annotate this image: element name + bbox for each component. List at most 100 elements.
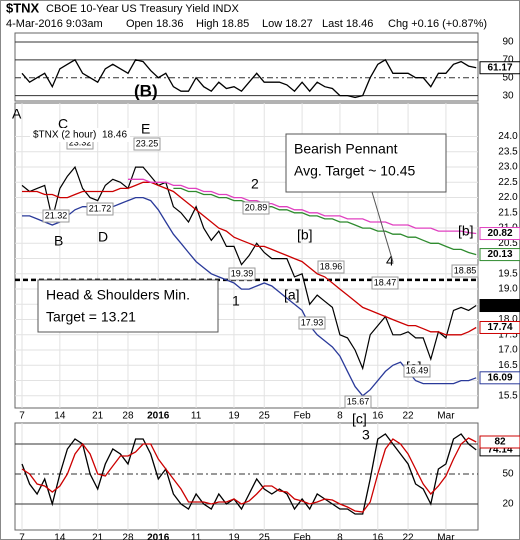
price-label-box xyxy=(317,260,345,274)
price-label: 21.72 xyxy=(89,203,112,213)
panel xyxy=(14,32,479,102)
end-label: 82 xyxy=(494,437,506,448)
y-tick-label: 20.5 xyxy=(498,238,518,249)
x-tick-label: 25 xyxy=(259,533,271,540)
end-label-box xyxy=(479,248,520,262)
price-label: 19.39 xyxy=(231,268,254,278)
end-label-box xyxy=(479,320,520,334)
callout-text: Head & Shoulders Min. xyxy=(46,287,190,303)
instrument-name: CBOE 10-Year US Treasury Yield INDX xyxy=(46,3,239,15)
x-tick-label: 22 xyxy=(403,411,415,422)
series-line xyxy=(128,178,477,235)
x-tick-label: 14 xyxy=(54,533,66,540)
y-tick-label: 21.5 xyxy=(498,207,518,218)
wave-label: B xyxy=(54,233,63,249)
y-tick-label: 19.5 xyxy=(498,268,518,279)
y-tick-label: 24.0 xyxy=(498,131,518,142)
x-tick-label: 16 xyxy=(372,411,384,422)
x-tick-label: 16 xyxy=(372,533,384,540)
y-tick-label: 50 xyxy=(502,469,514,480)
high: High 18.85 xyxy=(196,18,249,30)
wave-label: 4 xyxy=(386,253,394,269)
end-label: 18.46 xyxy=(487,300,512,311)
end-label-box xyxy=(479,435,520,449)
series-line xyxy=(21,58,477,99)
y-tick-label: 17.5 xyxy=(498,329,518,340)
wave-label: [b] xyxy=(297,227,313,243)
series-line xyxy=(21,437,477,513)
callout-box xyxy=(37,279,219,333)
price-label-box xyxy=(86,202,114,216)
price-label-box xyxy=(451,264,479,278)
open: Open 18.36 xyxy=(126,18,184,30)
callout-pointer xyxy=(371,191,394,263)
series-line xyxy=(21,433,477,515)
x-tick-label: 7 xyxy=(19,533,25,540)
x-tick-label: 14 xyxy=(54,411,66,422)
x-tick-label: 8 xyxy=(337,533,343,540)
price-label: 18.96 xyxy=(320,261,343,271)
series-line xyxy=(22,181,477,336)
date: 4-Mar-2016 9:03am xyxy=(6,18,103,30)
price-label-box xyxy=(403,364,431,378)
price-label-box xyxy=(344,395,372,409)
end-label: 20.82 xyxy=(487,228,512,239)
end-label: 20.13 xyxy=(487,249,512,260)
x-tick-label: 2016 xyxy=(147,411,170,422)
x-tick-label: Feb xyxy=(293,533,311,540)
legend-value: 18.46 xyxy=(102,130,127,141)
x-tick-label: Feb xyxy=(293,411,311,422)
x-tick-label: 2016 xyxy=(147,533,170,540)
y-tick-label: 20 xyxy=(502,499,514,510)
x-tick-label: 19 xyxy=(228,411,240,422)
end-label: 17.74 xyxy=(487,322,512,333)
y-tick-label: 30 xyxy=(502,90,514,101)
callout-text: Avg. Target ~ 10.45 xyxy=(294,163,416,179)
y-tick-label: 50 xyxy=(502,72,514,83)
x-tick-label: Mar xyxy=(437,533,455,540)
y-tick-label: 22.5 xyxy=(498,177,518,188)
y-tick-label: 90 xyxy=(502,37,514,48)
x-tick-label: 28 xyxy=(122,533,134,540)
x-tick-label: 21 xyxy=(92,533,104,540)
legend-entry: $TNX (2 hour) xyxy=(33,130,96,141)
price-label: 20.89 xyxy=(245,202,268,212)
y-tick-label: 23.0 xyxy=(498,162,518,173)
y-tick-label: 22.0 xyxy=(498,192,518,203)
panel xyxy=(14,422,479,531)
wave-label: [c] xyxy=(352,411,367,427)
x-tick-label: 28 xyxy=(122,411,134,422)
price-label-box xyxy=(133,137,161,151)
price-label: 15.67 xyxy=(347,396,370,406)
low: Low 18.27 xyxy=(262,18,313,30)
wave-label: 3 xyxy=(362,427,370,443)
x-tick-label: 8 xyxy=(337,411,343,422)
price-label: 18.85 xyxy=(454,265,477,275)
change: Chg +0.16 (+0.87%) xyxy=(388,18,487,30)
y-tick-label: 70 xyxy=(502,54,514,65)
end-label-box xyxy=(479,227,520,241)
price-label-box xyxy=(228,267,256,281)
x-tick-label: Mar xyxy=(437,411,455,422)
price-label-box xyxy=(242,201,270,215)
y-tick-label: 18.0 xyxy=(498,314,518,325)
wave-label: D xyxy=(98,229,108,245)
end-label-box xyxy=(479,299,520,313)
last: Last 18.46 xyxy=(322,18,373,30)
wave-label: [a] xyxy=(284,287,300,303)
price-label: 23.32 xyxy=(69,137,92,147)
price-label-box xyxy=(42,209,70,223)
price-label: 18.47 xyxy=(374,277,397,287)
callout-text: Bearish Pennant xyxy=(294,141,398,157)
x-tick-label: 11 xyxy=(191,533,202,540)
x-tick-label: 19 xyxy=(228,533,240,540)
x-tick-label: 7 xyxy=(19,411,25,422)
series-line xyxy=(21,165,477,371)
x-tick-label: 11 xyxy=(191,411,202,422)
callout-text: Target = 13.21 xyxy=(46,309,136,325)
y-tick-label: 16.5 xyxy=(498,360,518,371)
end-label: 74.14 xyxy=(487,445,512,456)
wave-label: 2 xyxy=(251,176,259,192)
series-line xyxy=(173,187,477,256)
